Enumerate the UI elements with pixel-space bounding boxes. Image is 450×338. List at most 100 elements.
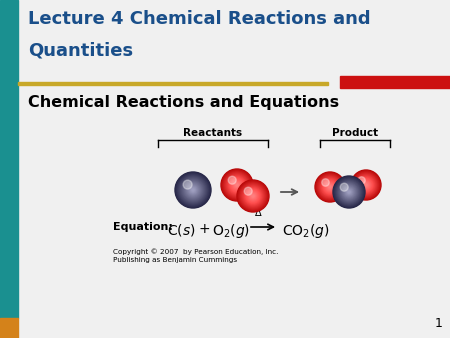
Circle shape — [320, 177, 340, 197]
Circle shape — [358, 177, 365, 184]
Circle shape — [344, 187, 354, 197]
Circle shape — [182, 179, 204, 201]
Circle shape — [186, 183, 200, 197]
Circle shape — [364, 183, 368, 187]
Circle shape — [246, 189, 260, 203]
Circle shape — [323, 180, 337, 194]
Circle shape — [222, 170, 252, 200]
Circle shape — [180, 177, 206, 203]
Circle shape — [358, 177, 374, 193]
Circle shape — [318, 175, 342, 199]
Circle shape — [354, 173, 378, 197]
Circle shape — [355, 174, 377, 196]
Circle shape — [181, 178, 205, 202]
Circle shape — [221, 169, 253, 201]
Circle shape — [326, 183, 334, 191]
Circle shape — [192, 189, 194, 191]
Circle shape — [317, 174, 343, 200]
Circle shape — [315, 172, 345, 202]
Circle shape — [328, 185, 332, 189]
Circle shape — [252, 195, 254, 197]
Bar — [0, 318, 18, 338]
Circle shape — [357, 176, 375, 194]
Circle shape — [351, 170, 381, 200]
Text: Equation:: Equation: — [113, 222, 173, 232]
Circle shape — [325, 182, 335, 192]
Bar — [0, 0, 18, 318]
Text: Quantities: Quantities — [28, 42, 133, 60]
Circle shape — [189, 186, 197, 194]
Circle shape — [321, 178, 339, 196]
Circle shape — [232, 180, 242, 190]
Circle shape — [234, 182, 240, 188]
Circle shape — [250, 193, 256, 199]
Circle shape — [334, 177, 364, 207]
Circle shape — [184, 181, 202, 199]
Circle shape — [175, 172, 211, 208]
Circle shape — [228, 176, 236, 184]
Circle shape — [353, 172, 379, 198]
Circle shape — [365, 184, 367, 186]
Circle shape — [352, 171, 380, 199]
Text: $\Delta$: $\Delta$ — [254, 206, 262, 218]
Circle shape — [348, 191, 350, 193]
Circle shape — [338, 181, 360, 203]
Circle shape — [244, 187, 262, 205]
Circle shape — [324, 181, 336, 193]
Circle shape — [223, 171, 251, 199]
Circle shape — [244, 187, 252, 195]
Circle shape — [322, 179, 338, 195]
Circle shape — [236, 184, 238, 186]
Circle shape — [227, 175, 247, 195]
Circle shape — [188, 185, 198, 195]
Circle shape — [347, 190, 351, 194]
Text: 1: 1 — [435, 317, 443, 330]
Circle shape — [327, 184, 333, 190]
Circle shape — [229, 177, 245, 193]
Circle shape — [336, 179, 362, 205]
Circle shape — [237, 180, 269, 212]
Circle shape — [316, 173, 344, 201]
Circle shape — [340, 183, 348, 191]
Text: Lecture 4 Chemical Reactions and: Lecture 4 Chemical Reactions and — [28, 10, 371, 28]
Bar — [340, 76, 450, 88]
Circle shape — [235, 183, 239, 187]
Circle shape — [243, 186, 263, 206]
Circle shape — [251, 194, 255, 198]
Circle shape — [359, 178, 373, 192]
Circle shape — [249, 192, 257, 200]
Circle shape — [335, 178, 363, 206]
Text: CO$_2$($\it{g}$): CO$_2$($\it{g}$) — [282, 222, 330, 240]
Circle shape — [346, 189, 352, 195]
Circle shape — [242, 185, 264, 207]
Text: Reactants: Reactants — [184, 128, 243, 138]
Circle shape — [362, 181, 370, 189]
Circle shape — [179, 176, 207, 204]
Text: Chemical Reactions and Equations: Chemical Reactions and Equations — [28, 95, 339, 110]
Circle shape — [187, 184, 199, 196]
Circle shape — [247, 190, 259, 202]
Circle shape — [363, 182, 369, 188]
Circle shape — [177, 174, 209, 206]
Circle shape — [361, 180, 371, 190]
Circle shape — [248, 191, 258, 201]
Circle shape — [224, 172, 250, 198]
Circle shape — [337, 180, 361, 204]
Circle shape — [333, 176, 365, 208]
Circle shape — [360, 179, 372, 191]
Circle shape — [185, 182, 201, 198]
Circle shape — [238, 181, 268, 211]
Text: Product: Product — [332, 128, 378, 138]
Circle shape — [183, 180, 192, 189]
Bar — [18, 82, 328, 84]
Circle shape — [190, 187, 196, 193]
Circle shape — [228, 176, 246, 194]
Circle shape — [225, 173, 249, 197]
Text: C($\it{s}$): C($\it{s}$) — [167, 222, 195, 238]
Circle shape — [183, 180, 203, 200]
Circle shape — [226, 174, 248, 196]
Circle shape — [176, 173, 210, 207]
Circle shape — [356, 175, 376, 195]
Circle shape — [245, 188, 261, 204]
Circle shape — [329, 186, 331, 188]
